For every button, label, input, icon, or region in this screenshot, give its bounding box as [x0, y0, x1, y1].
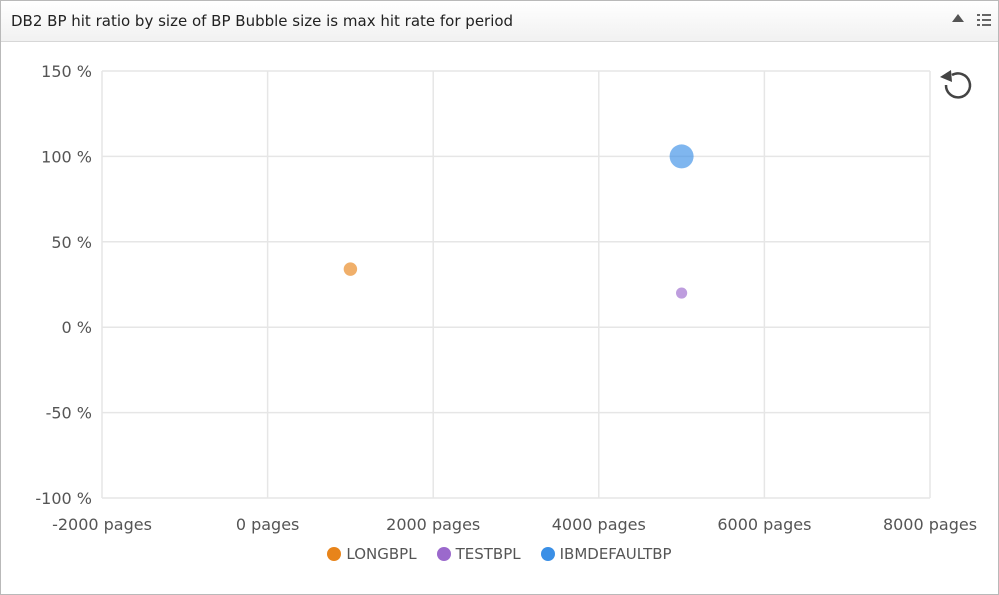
legend-item[interactable]: IBMDEFAULTBP	[540, 545, 672, 563]
chart-legend: LONGBPL TESTBPL IBMDEFAULTBP	[1, 545, 998, 563]
legend-item[interactable]: TESTBPL	[436, 545, 521, 563]
x-tick-label: 4000 pages	[552, 515, 646, 534]
bubble-point	[343, 262, 358, 276]
legend-swatch	[436, 547, 451, 561]
bubble-point	[676, 287, 688, 299]
x-tick-label: 0 pages	[236, 515, 300, 534]
y-tick-label: 150 %	[41, 62, 92, 81]
y-tick-label: 0 %	[62, 318, 92, 337]
y-tick-label: -50 %	[46, 404, 92, 423]
legend-swatch	[327, 547, 342, 561]
x-tick-label: 2000 pages	[386, 515, 480, 534]
legend-label: IBMDEFAULTBP	[559, 545, 672, 563]
legend-swatch	[540, 547, 555, 561]
bubble-chart: 150 % 100 % 50 % 0 % -50 % -100 % -2000 pages 0…	[35, 62, 977, 534]
legend-label: TESTBPL	[455, 545, 521, 563]
legend-label: LONGBPL	[346, 545, 417, 563]
x-tick-label: 8000 pages	[883, 515, 977, 534]
x-tick-label: -2000 pages	[52, 515, 152, 534]
bubble-point	[669, 144, 694, 169]
panel-header: DB2 BP hit ratio by size of BP Bubble si…	[1, 1, 998, 42]
triangle-up-icon[interactable]	[952, 14, 964, 22]
y-tick-label: 100 %	[41, 147, 92, 166]
legend-item[interactable]: LONGBPL	[327, 545, 417, 563]
panel-title: DB2 BP hit ratio by size of BP Bubble si…	[11, 12, 514, 30]
y-tick-label: 50 %	[51, 233, 92, 252]
refresh-icon[interactable]	[936, 65, 980, 105]
x-tick-label: 6000 pages	[717, 515, 811, 534]
list-menu-icon[interactable]	[976, 12, 992, 28]
y-tick-label: -100 %	[35, 489, 92, 508]
